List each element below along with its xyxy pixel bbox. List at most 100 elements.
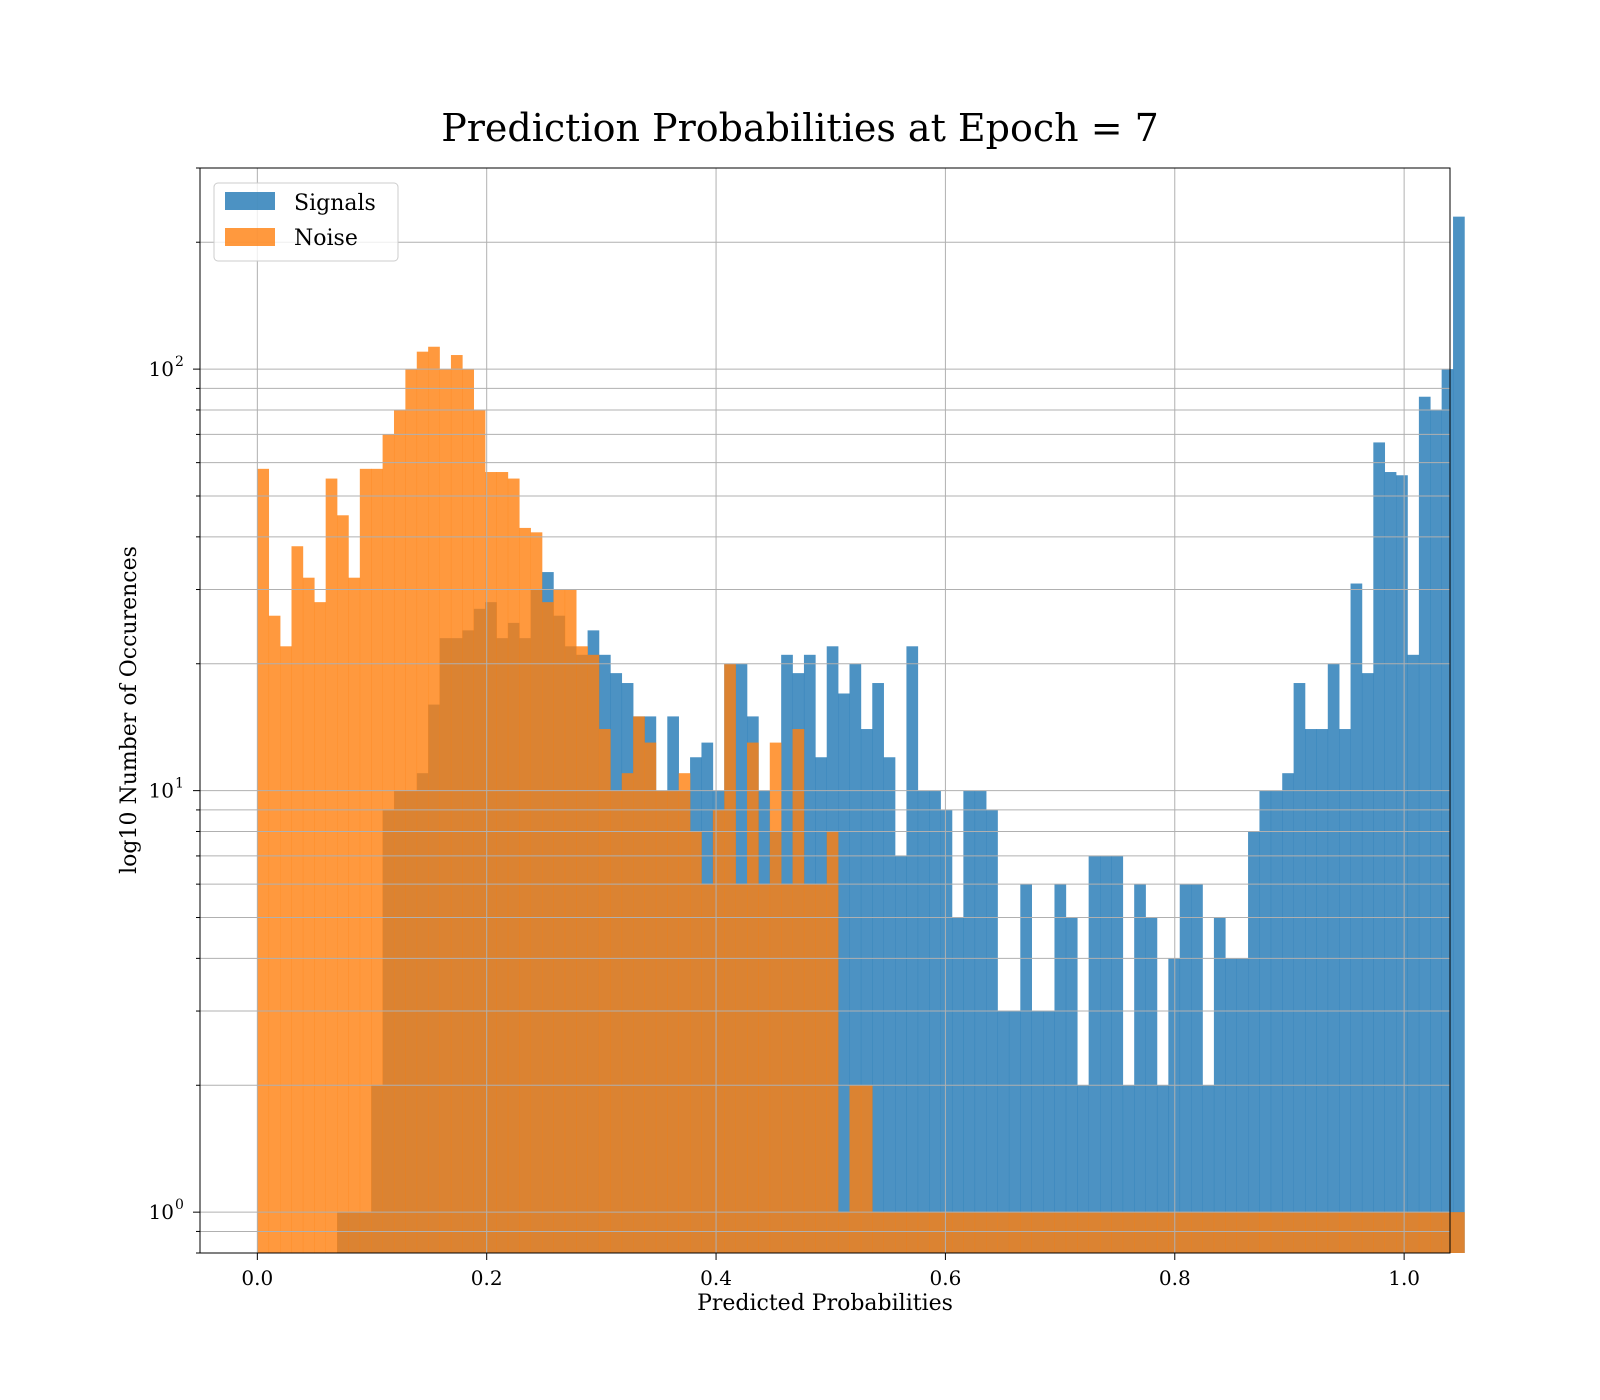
signals-bar xyxy=(1134,884,1146,1253)
noise-bar xyxy=(1008,1212,1021,1253)
signals-bar xyxy=(974,790,987,1253)
plot-frame xyxy=(199,167,1451,1254)
signals-bar xyxy=(1202,1085,1215,1253)
noise-bar xyxy=(917,1212,930,1253)
noise-bar xyxy=(428,346,440,1253)
signals-bar xyxy=(1122,1085,1135,1253)
signals-bar xyxy=(1111,855,1124,1253)
x-tick-label: 0.2 xyxy=(471,1266,503,1290)
noise-bar xyxy=(849,1085,862,1253)
noise-bar xyxy=(371,468,383,1254)
signals-bar xyxy=(838,693,850,1253)
noise-bar xyxy=(519,527,531,1253)
signals-bar xyxy=(940,809,953,1253)
signals-bar xyxy=(997,1011,1010,1253)
noise-bar xyxy=(678,773,691,1253)
y-tick-label: 10 xyxy=(149,1200,174,1224)
signals-bar xyxy=(917,790,930,1253)
signals-bar xyxy=(872,683,884,1253)
noise-bar xyxy=(439,369,452,1253)
noise-bar xyxy=(1373,1212,1386,1253)
noise-bar xyxy=(302,577,315,1253)
signals-bar xyxy=(1043,1011,1055,1253)
noise-bar xyxy=(1100,1212,1112,1253)
signals-bar xyxy=(1168,958,1181,1253)
y-tick-exponent: 2 xyxy=(175,354,184,370)
signals-bar xyxy=(1020,884,1032,1253)
noise-bar xyxy=(1361,1212,1374,1253)
noise-bar xyxy=(986,1212,998,1253)
chart-title: Prediction Probabilities at Epoch = 7 xyxy=(441,106,1159,150)
noise-bar xyxy=(701,884,714,1253)
plot-area xyxy=(199,167,1465,1254)
noise-series xyxy=(257,346,1465,1254)
signals-bar xyxy=(1396,475,1408,1253)
noise-bar xyxy=(382,434,395,1253)
noise-bar xyxy=(1305,1212,1317,1253)
legend-label-noise: Noise xyxy=(294,226,358,251)
noise-bar xyxy=(257,468,270,1254)
signals-bar xyxy=(1384,472,1397,1253)
noise-bar xyxy=(1213,1212,1226,1253)
y-axis-label: log10 Number of Occurences xyxy=(117,546,142,874)
noise-bar xyxy=(314,602,326,1253)
noise-bar xyxy=(781,884,793,1253)
noise-bar xyxy=(450,355,463,1253)
noise-bar xyxy=(1270,1212,1283,1253)
noise-bar xyxy=(655,790,668,1253)
signals-bar xyxy=(1282,773,1294,1253)
signals-bar xyxy=(1441,369,1454,1253)
noise-bar xyxy=(348,577,361,1253)
signals-bar xyxy=(1316,729,1329,1253)
noise-bar xyxy=(610,790,623,1253)
noise-bar xyxy=(1350,1212,1363,1253)
noise-bar xyxy=(1430,1212,1442,1253)
noise-bar xyxy=(838,1212,850,1253)
signals-bar xyxy=(1259,790,1272,1253)
noise-bar xyxy=(268,615,281,1253)
noise-bar xyxy=(1111,1212,1124,1253)
signals-bar xyxy=(986,809,998,1253)
noise-bar xyxy=(940,1212,953,1253)
noise-bar xyxy=(405,369,418,1253)
noise-bar xyxy=(485,472,497,1253)
signals-bar xyxy=(860,729,873,1253)
noise-bar xyxy=(1043,1212,1055,1253)
legend-label-signals: Signals xyxy=(294,191,376,216)
signals-bar xyxy=(1054,884,1067,1253)
noise-bar xyxy=(1054,1212,1067,1253)
noise-bar xyxy=(906,1212,919,1253)
noise-bar xyxy=(735,884,748,1253)
noise-bar xyxy=(826,831,839,1253)
noise-bar xyxy=(621,773,634,1253)
noise-bar xyxy=(1396,1212,1408,1253)
signals-bar xyxy=(1270,790,1283,1253)
noise-bar xyxy=(1145,1212,1158,1253)
noise-bar xyxy=(803,884,816,1253)
noise-bar xyxy=(280,646,292,1253)
legend-swatch-noise xyxy=(225,228,275,246)
noise-bar xyxy=(553,589,566,1253)
noise-bar xyxy=(758,884,771,1253)
noise-bar xyxy=(1339,1212,1351,1253)
x-axis-ticks: 0.0 0.2 0.4 0.6 0.8 1.0 xyxy=(241,1253,1420,1290)
noise-bar xyxy=(1418,1212,1431,1253)
noise-bar xyxy=(872,1212,884,1253)
noise-bar xyxy=(542,602,554,1253)
noise-bar xyxy=(359,468,372,1254)
y-tick-label: 10 xyxy=(149,779,174,803)
noise-bar xyxy=(1020,1212,1032,1253)
signals-bar xyxy=(963,790,976,1253)
legend-swatch-signals xyxy=(225,192,275,210)
noise-bar xyxy=(1293,1212,1306,1253)
noise-bar xyxy=(1248,1212,1260,1253)
signals-bar xyxy=(1293,683,1306,1253)
noise-bar xyxy=(1407,1212,1420,1253)
signals-bar xyxy=(1236,958,1249,1253)
noise-bar xyxy=(747,742,759,1253)
noise-bar xyxy=(951,1212,964,1253)
noise-bar xyxy=(530,532,543,1253)
noise-bar xyxy=(1065,1212,1078,1253)
noise-bar xyxy=(1453,1212,1465,1253)
